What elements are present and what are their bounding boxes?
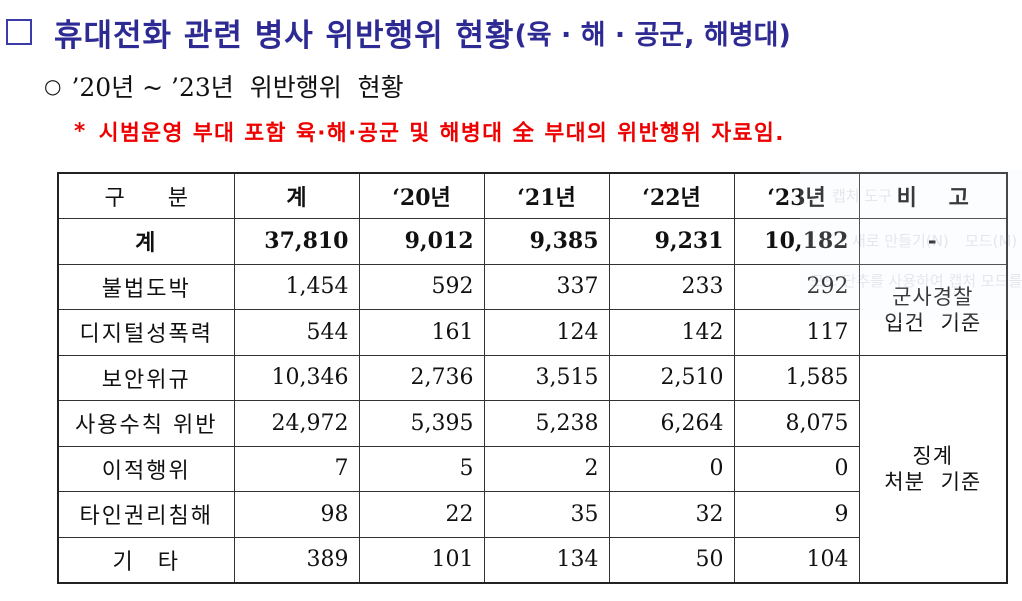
cell-2020: 5,395 — [358, 400, 485, 447]
cell-total: 98 — [233, 491, 360, 538]
cell-2020: 22 — [358, 491, 485, 538]
cell-2020: 2,736 — [358, 354, 485, 401]
remark-line: 군사경찰 — [892, 284, 974, 309]
cell-remark: - — [858, 218, 1008, 265]
cell-remark-disciplinary: 징계 처분 기준 — [858, 354, 1008, 583]
cell-2023: 9 — [733, 491, 860, 538]
subtitle: ○ ’20년 ~ ’23년 위반행위 현황 — [44, 68, 404, 104]
note: * 시범운영 부대 포함 육·해·공군 및 해병대 全 부대의 위반행위 자료임… — [74, 114, 785, 148]
subtitle-text: ’20년 ~ ’23년 위반행위 현황 — [71, 73, 404, 102]
checkbox-square-icon — [6, 19, 32, 45]
circle-bullet-icon: ○ — [44, 74, 62, 98]
title-suffix: (육 · 해 · 공군, 해병대) — [514, 19, 791, 51]
table-row: 사용수칙 위반 24,972 5,395 5,238 6,264 8,075 — [57, 400, 1007, 447]
table-row: 불법도박 1,454 592 337 233 292 군사경찰 입건 기준 — [57, 263, 1008, 356]
cell-2022: 32 — [608, 491, 735, 538]
header-2020: ‘20년 — [358, 172, 485, 219]
row-label: 사용수칙 위반 — [57, 400, 235, 447]
page-title: 휴대전화 관련 병사 위반행위 현황 (육 · 해 · 공군, 해병대) — [6, 10, 791, 54]
remark-line: 입건 기준 — [884, 310, 982, 335]
header-2021: ‘21년 — [483, 172, 610, 219]
cell-2021: 3,515 — [483, 354, 610, 401]
cell-total: 1,454 — [233, 263, 360, 310]
cell-total: 10,346 — [233, 354, 360, 401]
cell-total: 24,972 — [233, 400, 360, 447]
header-2023: ‘23년 — [733, 172, 860, 219]
cell-2020: 9,012 — [358, 218, 485, 265]
row-label: 보안위규 — [57, 354, 235, 401]
cell-remark-military-police: 군사경찰 입건 기준 — [858, 263, 1008, 356]
cell-2020: 592 — [358, 263, 485, 310]
row-label: 타인권리침해 — [57, 491, 235, 538]
cell-2021: 35 — [483, 491, 610, 538]
cell-2020: 161 — [358, 309, 485, 356]
cell-total: 37,810 — [233, 218, 360, 265]
table-row: 보안위규 10,346 2,736 3,515 2,510 1,585 징계 처… — [57, 354, 1008, 583]
table-header-row: 구 분 계 ‘20년 ‘21년 ‘22년 ‘23년 비 고 — [57, 172, 1008, 219]
cell-2020: 5 — [358, 445, 485, 492]
note-text: 시범운영 부대 포함 육·해·공군 및 해병대 全 부대의 위반행위 자료임. — [98, 120, 785, 146]
cell-2023: 1,585 — [733, 354, 860, 401]
remark-line: 징계 — [912, 443, 954, 468]
cell-2022: 142 — [608, 309, 735, 356]
cell-2022: 50 — [608, 536, 735, 583]
cell-2022: 233 — [608, 263, 735, 310]
header-2022: ‘22년 — [608, 172, 735, 219]
row-label: 디지털성폭력 — [57, 309, 235, 356]
remark-line: 처분 기준 — [884, 469, 982, 494]
cell-total: 389 — [233, 536, 360, 583]
cell-2021: 337 — [483, 263, 610, 310]
table-row: 기 타 389 101 134 50 104 — [57, 536, 1007, 583]
cell-2023: 0 — [733, 445, 860, 492]
header-total: 계 — [233, 172, 360, 219]
cell-total: 7 — [233, 445, 360, 492]
cell-2023: 10,182 — [733, 218, 860, 265]
cell-2023: 104 — [733, 536, 860, 583]
row-label: 계 — [57, 218, 235, 265]
cell-2023: 117 — [733, 309, 860, 356]
cell-2022: 9,231 — [608, 218, 735, 265]
header-remarks: 비 고 — [858, 172, 1008, 219]
title-main: 휴대전화 관련 병사 위반행위 현황 — [54, 17, 515, 54]
table-row: 타인권리침해 98 22 35 32 9 — [57, 491, 1007, 538]
cell-2021: 2 — [483, 445, 610, 492]
cell-2020: 101 — [358, 536, 485, 583]
row-label: 이적행위 — [57, 445, 235, 492]
cell-2023: 292 — [733, 263, 860, 310]
cell-2021: 9,385 — [483, 218, 610, 265]
cell-2021: 124 — [483, 309, 610, 356]
cell-2022: 2,510 — [608, 354, 735, 401]
cell-2022: 0 — [608, 445, 735, 492]
cell-2021: 134 — [483, 536, 610, 583]
cell-2022: 6,264 — [608, 400, 735, 447]
cell-2021: 5,238 — [483, 400, 610, 447]
header-category: 구 분 — [57, 172, 235, 219]
cell-total: 544 — [233, 309, 360, 356]
asterisk-icon: * — [74, 118, 87, 144]
table-row-total: 계 37,810 9,012 9,385 9,231 10,182 - — [57, 218, 1008, 265]
cell-2023: 8,075 — [733, 400, 860, 447]
row-label: 기 타 — [57, 536, 235, 583]
violations-table: 구 분 계 ‘20년 ‘21년 ‘22년 ‘23년 비 고 계 37,810 9… — [57, 172, 1008, 584]
row-label: 불법도박 — [57, 263, 235, 310]
